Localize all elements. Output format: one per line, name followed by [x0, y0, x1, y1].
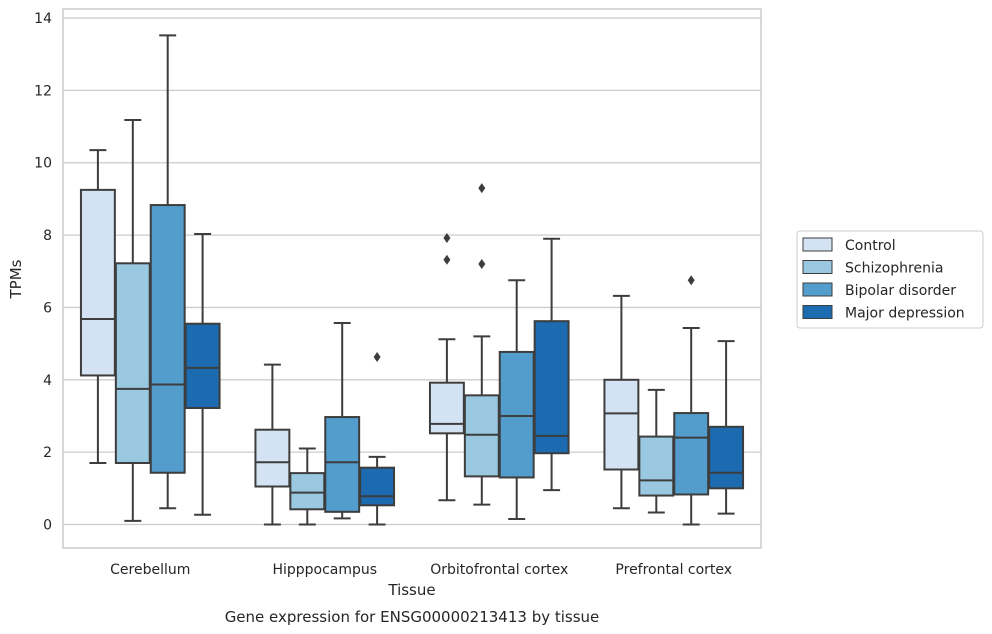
- box-iqr: [79, 188, 116, 377]
- y-tick-label: 4: [43, 373, 52, 389]
- box: [79, 149, 116, 464]
- y-tick-label: 14: [34, 11, 52, 27]
- series-major-depression: [184, 233, 745, 526]
- legend-swatch: [802, 282, 833, 297]
- box-iqr: [254, 428, 291, 488]
- box: [254, 363, 291, 526]
- box: [324, 321, 361, 520]
- legend-label: Control: [845, 238, 896, 254]
- legend-label: Major depression: [845, 306, 965, 322]
- y-tick-label: 10: [34, 156, 52, 172]
- box: [533, 237, 570, 492]
- box-iqr: [428, 381, 465, 435]
- box: [673, 275, 710, 526]
- series-control: [79, 149, 640, 526]
- legend-label: Bipolar disorder: [845, 283, 956, 299]
- box: [603, 294, 640, 510]
- chart-caption: Gene expression for ENSG00000213413 by t…: [225, 608, 600, 626]
- series-schizophrenia: [114, 119, 675, 526]
- x-tick-label: Prefrontal cortex: [615, 562, 732, 578]
- y-tick-label: 0: [43, 517, 52, 533]
- box-iqr: [708, 425, 745, 490]
- y-axis-label: TPMs: [7, 259, 25, 299]
- box: [428, 232, 465, 502]
- box: [114, 119, 151, 522]
- y-tick-label: 6: [43, 300, 52, 316]
- legend-swatch: [802, 305, 833, 319]
- box-iqr: [184, 322, 221, 410]
- y-tick-label: 12: [34, 83, 52, 99]
- y-tick-label: 2: [43, 445, 52, 461]
- box: [184, 233, 221, 516]
- box-iqr: [533, 320, 570, 455]
- box: [638, 388, 675, 514]
- outlier-point: [687, 275, 695, 286]
- x-tick-label: Cerebellum: [110, 562, 190, 578]
- box: [708, 340, 745, 515]
- box: [463, 183, 500, 506]
- legend-swatch: [802, 237, 833, 252]
- y-tick-label: 8: [43, 228, 52, 244]
- box: [149, 34, 186, 510]
- legend-label: Schizophrenia: [845, 261, 943, 277]
- box-iqr: [638, 435, 675, 497]
- box-series: [79, 34, 745, 526]
- x-tick-label: Orbitofrontal cortex: [430, 562, 568, 578]
- legend-frame: [796, 230, 984, 329]
- box-iqr: [289, 472, 326, 511]
- box-iqr: [463, 394, 500, 478]
- legend: Control Schizophrenia Bipolar disorder Majo…: [796, 230, 984, 329]
- x-axis-label: Tissue: [387, 581, 435, 599]
- box-iqr: [324, 416, 361, 513]
- outlier-point: [443, 232, 451, 243]
- plot-frame: [62, 8, 762, 549]
- legend-swatch: [802, 260, 833, 274]
- box: [498, 279, 535, 521]
- outlier-point: [478, 183, 486, 194]
- box: [359, 351, 396, 526]
- x-axis-ticks: Cerebellum Hipppocampus Orbitofrontal cort…: [110, 562, 732, 578]
- outlier-point: [443, 254, 451, 265]
- box-iqr: [673, 412, 710, 496]
- box-iqr: [359, 466, 396, 507]
- outlier-point: [373, 351, 381, 362]
- box: [289, 447, 326, 526]
- box-iqr: [498, 350, 535, 479]
- y-axis-ticks: 0 2 4 6 8 10 12 14: [34, 11, 52, 533]
- box-iqr: [114, 262, 151, 464]
- outlier-point: [478, 259, 486, 270]
- box-iqr: [603, 378, 640, 471]
- series-bipolar-disorder: [149, 34, 710, 526]
- box-iqr: [149, 204, 186, 474]
- x-tick-label: Hipppocampus: [272, 562, 377, 578]
